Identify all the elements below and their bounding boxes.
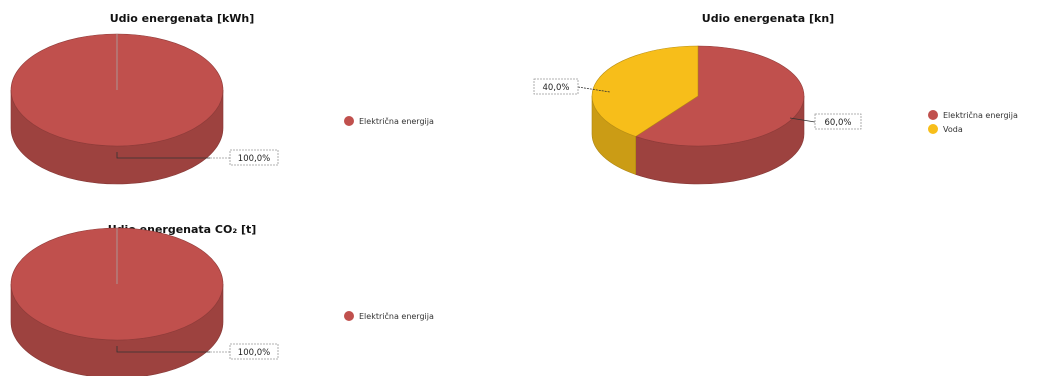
chart-kwh-pie — [10, 33, 224, 185]
chart-co2: Udio energenata CO₂ [t] 100,0% Električn… — [10, 223, 434, 376]
chart-kwh-data-label: 100,0% — [238, 154, 270, 164]
chart-kn-data-label-60: 60,0% — [824, 118, 851, 128]
chart-kwh-title: Udio energenata [kWh] — [110, 12, 255, 25]
pie-slice-voda — [591, 45, 699, 137]
chart-kn-title: Udio energenata [kn] — [702, 12, 834, 25]
legend-swatch-voda — [928, 124, 938, 134]
legend-label-elektricna-energija: Električna energija — [359, 116, 434, 126]
chart-co2-legend: Električna energija — [344, 311, 434, 321]
legend-label-elektricna-energija: Električna energija — [943, 110, 1018, 120]
chart-kn-legend: Električna energija Voda — [928, 110, 1018, 134]
chart-kwh-label-box — [229, 149, 279, 166]
chart-kn-pie — [591, 45, 805, 185]
chart-kn-data-label-40: 40,0% — [542, 83, 569, 93]
chart-co2-pie — [10, 227, 224, 376]
chart-kn-leader-60 — [789, 117, 816, 123]
legend-label-voda: Voda — [943, 125, 963, 134]
pie-slice-elektricna-energija — [635, 45, 805, 147]
chart-co2-data-label: 100,0% — [238, 348, 270, 358]
legend-swatch-elektricna-energija — [928, 110, 938, 120]
chart-kn: Udio energenata [kn] 60,0% 40,0% Elektri… — [533, 12, 1018, 185]
chart-kwh-legend: Električna energija — [344, 116, 434, 126]
chart-kn-label-box-40 — [533, 78, 579, 95]
legend-swatch-elektricna-energija — [344, 311, 354, 321]
chart-kwh-leader-line — [116, 152, 210, 159]
chart-co2-label-box — [229, 343, 279, 360]
chart-kn-leader-40 — [577, 86, 611, 93]
chart-kwh: Udio energenata [kWh] 100,0% Električna … — [10, 12, 434, 185]
legend-label-elektricna-energija: Električna energija — [359, 311, 434, 321]
chart-kn-label-box-60 — [814, 113, 862, 130]
chart-co2-leader-line — [116, 346, 210, 353]
legend-swatch-elektricna-energija — [344, 116, 354, 126]
